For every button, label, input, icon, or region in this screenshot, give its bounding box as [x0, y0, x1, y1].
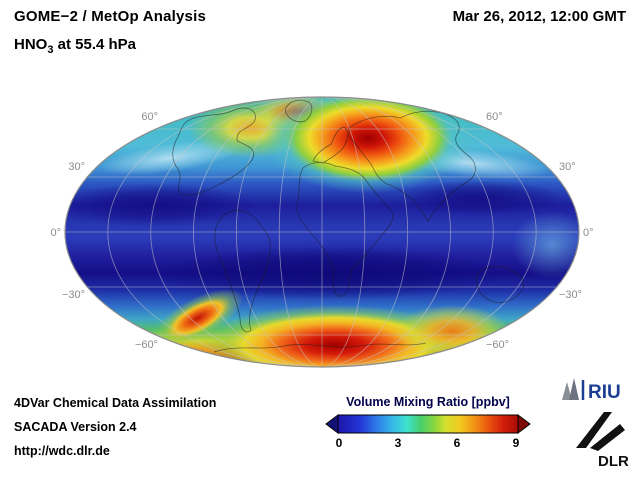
timestamp: Mar 26, 2012, 12:00 GMT — [452, 8, 626, 25]
assimilation-label: 4DVar Chemical Data Assimilation — [14, 396, 217, 410]
data-url-label: http://wdc.dlr.de — [14, 444, 110, 458]
species-level-title: HNO3 at 55.4 hPa — [14, 36, 136, 56]
version-label: SACADA Version 2.4 — [14, 420, 137, 434]
species-subscript: 3 — [47, 44, 54, 56]
species-name: HNO — [14, 36, 48, 53]
colorbar-tick: 9 — [512, 436, 520, 450]
riu-spire-icon — [562, 382, 572, 400]
lat-label: 60° — [141, 111, 158, 123]
lat-label: −60° — [486, 339, 509, 351]
pressure-level: at 55.4 hPa — [53, 36, 137, 53]
lat-label: −60° — [135, 339, 158, 351]
lat-label: 60° — [486, 111, 503, 123]
colorbar-left-arrow-icon — [325, 414, 339, 434]
dlr-logo-text: DLR — [598, 453, 629, 470]
lat-label: 0° — [583, 227, 594, 239]
riu-logo-text: RIU — [588, 382, 621, 403]
lat-label: −30° — [559, 289, 582, 301]
data-field-layer — [65, 97, 579, 367]
colorbar-title: Volume Mixing Ratio [ppbv] — [346, 395, 510, 409]
riu-logo: RIU — [562, 378, 621, 403]
lat-label: 30° — [559, 161, 576, 173]
lat-label: −30° — [62, 289, 85, 301]
colorbar-ticks: 0 3 6 9 — [324, 436, 532, 452]
dlr-logo: DLR — [576, 412, 629, 470]
analysis-title: GOME−2 / MetOp Analysis — [14, 8, 207, 25]
riu-spire-icon — [569, 378, 579, 400]
colorbar-right-arrow-icon — [517, 414, 531, 434]
lat-label: 30° — [68, 161, 85, 173]
coastlines-layer — [172, 99, 524, 353]
latitude-labels: 60° 30° 0° −30° −60° 60° 30° 0° −30° −60… — [50, 111, 593, 351]
colorbar-tick: 3 — [394, 436, 402, 450]
lat-label: 0° — [50, 227, 61, 239]
colorbar: Volume Mixing Ratio [ppbv] — [324, 395, 532, 452]
map-outline — [64, 96, 580, 368]
dlr-wing-icon — [576, 412, 625, 451]
colorbar-tick: 0 — [335, 436, 343, 450]
colorbar-tick: 6 — [453, 436, 461, 450]
colorbar-ramp — [337, 414, 519, 434]
colorbar-gradient — [325, 414, 531, 434]
